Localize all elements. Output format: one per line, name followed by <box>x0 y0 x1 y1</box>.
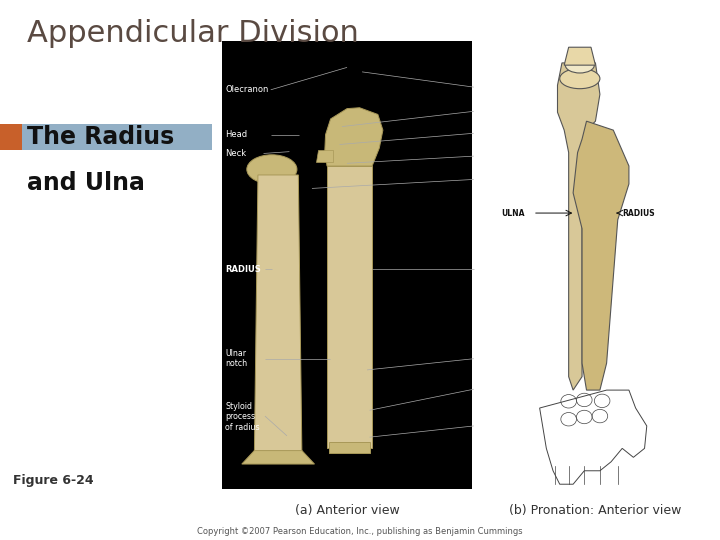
Polygon shape <box>242 450 315 464</box>
FancyBboxPatch shape <box>0 124 212 150</box>
Text: Copyright ©2007 Pearson Education, Inc., publishing as Benjamin Cummings: Copyright ©2007 Pearson Education, Inc.,… <box>197 526 523 536</box>
FancyBboxPatch shape <box>222 40 472 489</box>
Polygon shape <box>316 150 333 161</box>
Text: ULNA: ULNA <box>474 265 499 274</box>
Polygon shape <box>329 442 370 453</box>
Text: (b) Pronation: Anterior view: (b) Pronation: Anterior view <box>509 504 682 517</box>
Text: Appendicular Division: Appendicular Division <box>27 19 359 48</box>
Text: Head: Head <box>225 130 248 139</box>
Polygon shape <box>254 175 302 457</box>
Ellipse shape <box>565 57 594 73</box>
Ellipse shape <box>559 69 600 89</box>
Text: RADIUS: RADIUS <box>622 208 655 218</box>
Text: Radial
notch: Radial notch <box>474 124 498 143</box>
Text: Ulnar
notch: Ulnar notch <box>225 349 248 368</box>
Text: Head
of ulna: Head of ulna <box>474 349 501 368</box>
Polygon shape <box>564 47 595 65</box>
Text: RADIUS: RADIUS <box>225 265 261 274</box>
Text: Neck: Neck <box>225 149 246 158</box>
Text: ULNA: ULNA <box>502 208 525 218</box>
Text: and Ulna: and Ulna <box>27 171 145 194</box>
Polygon shape <box>557 63 600 390</box>
Polygon shape <box>325 108 383 166</box>
Text: Ulnar
tuberosity: Ulnar tuberosity <box>474 146 513 166</box>
FancyBboxPatch shape <box>0 124 22 150</box>
Text: Styloid
process
of ulna: Styloid process of ulna <box>474 375 504 405</box>
Text: (a) Anterior view: (a) Anterior view <box>294 504 400 517</box>
Text: Trochlear
notch: Trochlear notch <box>474 77 510 97</box>
Text: Articular
surface: Articular surface <box>474 416 508 436</box>
Text: Coronoid
process: Coronoid process <box>474 102 509 121</box>
Polygon shape <box>573 121 629 390</box>
Text: The Radius: The Radius <box>27 125 175 149</box>
Text: Radial
tuberosity: Radial tuberosity <box>474 170 513 189</box>
Ellipse shape <box>247 155 297 184</box>
Text: Olecranon: Olecranon <box>225 85 269 94</box>
Polygon shape <box>327 166 372 448</box>
Text: Figure 6-24: Figure 6-24 <box>13 474 94 487</box>
Text: Styloid
process
of radius: Styloid process of radius <box>225 402 260 432</box>
